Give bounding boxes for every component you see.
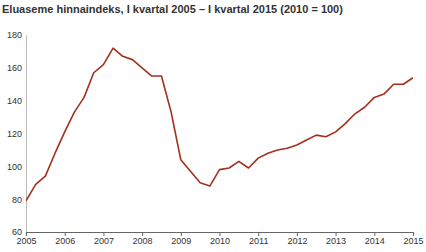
x-tick: 2015 — [403, 232, 423, 246]
x-tick-label: 2011 — [249, 236, 268, 246]
x-tick: 2008 — [133, 232, 153, 246]
x-tick-label: 2009 — [171, 236, 191, 246]
y-tick: 80 — [12, 195, 26, 205]
x-tick-label: 2007 — [94, 236, 114, 246]
x-tick-label: 2014 — [365, 236, 385, 246]
x-tick-label: 2008 — [133, 236, 153, 246]
x-tick: 2014 — [365, 232, 385, 246]
y-tick: 180 — [7, 30, 26, 40]
x-tick: 2005 — [16, 232, 36, 246]
y-tick-label: 120 — [7, 129, 22, 139]
y-tick-label: 80 — [12, 195, 22, 205]
x-tick-label: 2012 — [287, 236, 307, 246]
title: Eluaseme hinnaindeks, I kvartal 2005 – I… — [2, 3, 343, 15]
y-axis-line — [26, 36, 27, 233]
y-tick-label: 160 — [7, 63, 22, 73]
x-tick-label: 2006 — [55, 236, 75, 246]
x-tick-label: 2015 — [403, 236, 423, 246]
x-tick: 2012 — [287, 232, 307, 246]
chart: Eluaseme hinnaindeks, I kvartal 2005 – I… — [0, 0, 426, 252]
x-tick: 2007 — [94, 232, 114, 246]
x-tick: 2013 — [326, 232, 346, 246]
x-tick-label: 2010 — [210, 236, 230, 246]
y-tick: 100 — [7, 162, 26, 172]
y-axis: 6080100120140160180 — [7, 30, 27, 237]
x-tick: 2006 — [55, 232, 75, 246]
x-tick-label: 2013 — [326, 236, 346, 246]
x-tick-label: 2005 — [16, 236, 36, 246]
y-tick: 140 — [7, 96, 26, 106]
x-tick: 2010 — [210, 232, 230, 246]
y-tick: 120 — [7, 129, 26, 139]
x-tick: 2011 — [249, 232, 268, 246]
y-tick-label: 100 — [7, 162, 22, 172]
y-tick-label: 180 — [7, 30, 22, 40]
y-tick: 160 — [7, 63, 26, 73]
price-index-line — [26, 48, 413, 201]
plot-area — [26, 48, 413, 201]
x-tick: 2009 — [171, 232, 191, 246]
y-tick-label: 140 — [7, 96, 22, 106]
x-axis: 2005 2006 2007 2008 2009 2010 2011 2012 2013 2014… — [16, 232, 423, 246]
